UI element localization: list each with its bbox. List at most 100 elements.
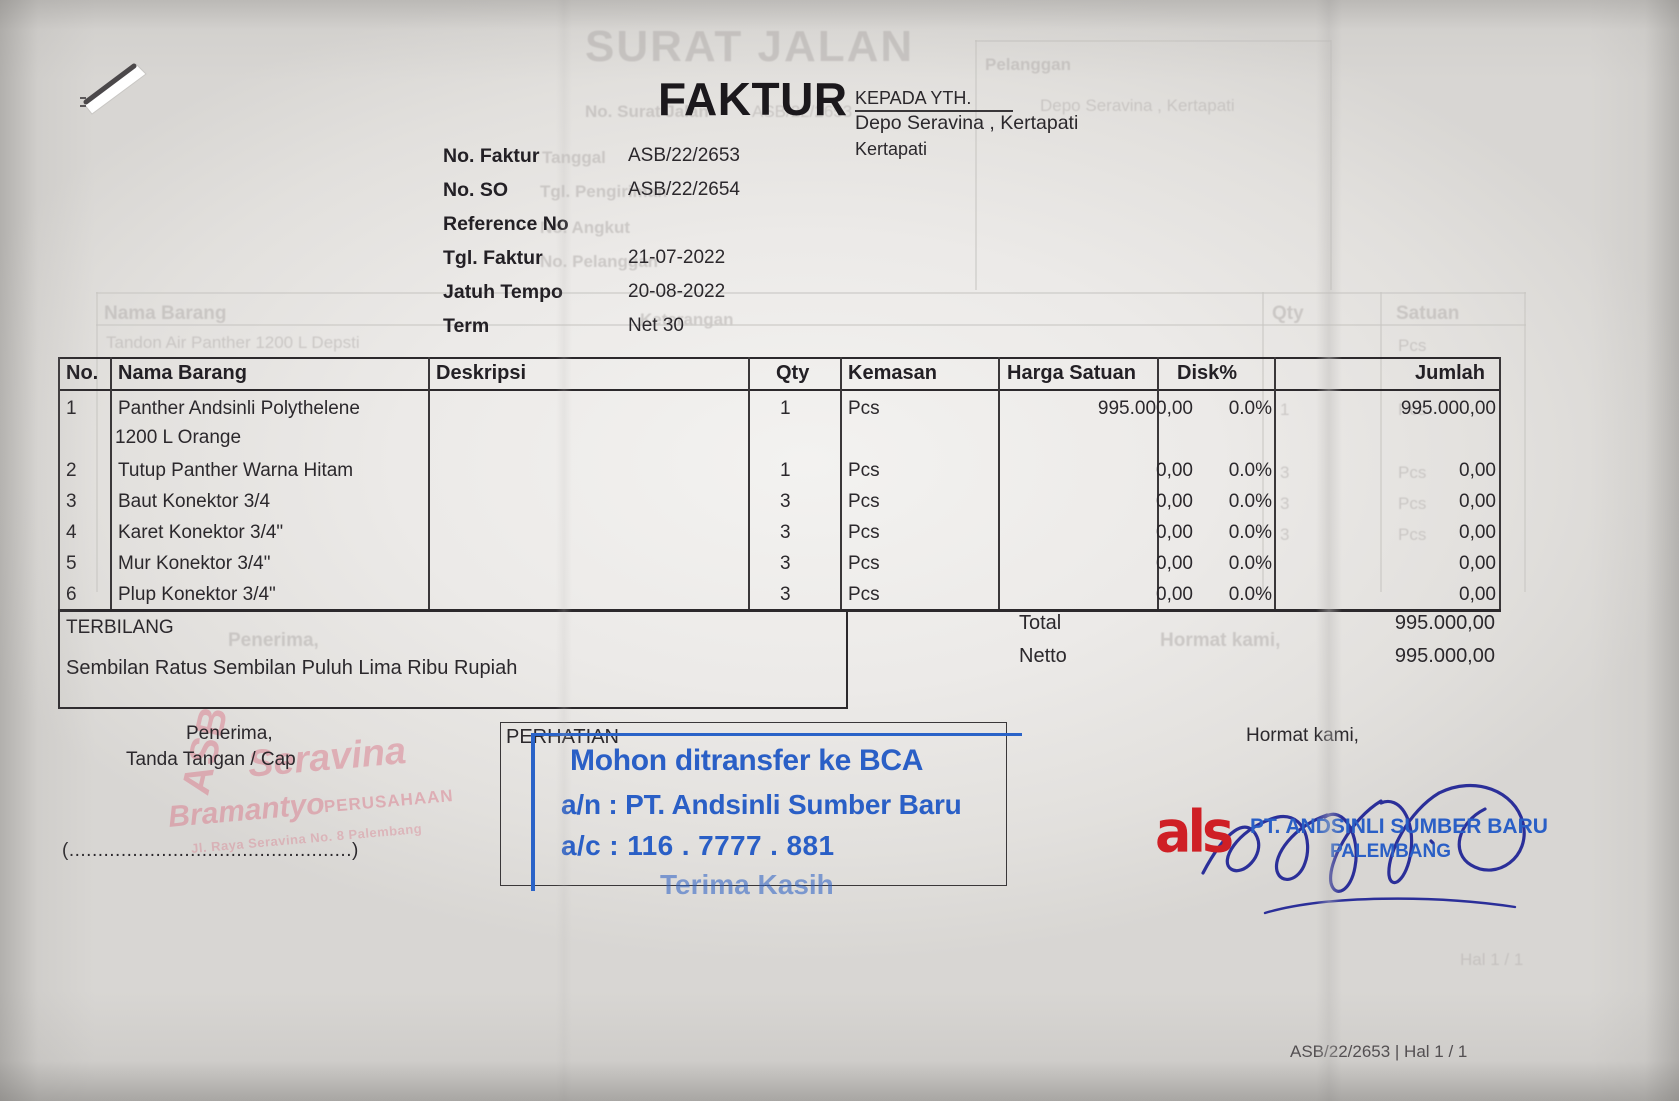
cell-jumlah: 0,00 xyxy=(1459,491,1496,512)
cell-jumlah: 0,00 xyxy=(1459,553,1496,574)
cell-disk: 0.0% xyxy=(1228,584,1272,605)
cell-qty: 1 xyxy=(780,460,791,481)
cell-kemasan: Pcs xyxy=(848,584,880,605)
table-vline-deskripsi xyxy=(428,357,430,609)
table-vline-kemasan xyxy=(840,357,842,609)
company-city: PALEMBANG xyxy=(1330,841,1452,862)
table-vline-left xyxy=(58,357,60,609)
cell-harga: 995.000,00 xyxy=(1097,398,1193,419)
stamp-line-4: Terima Kasih xyxy=(660,869,834,900)
cell-disk: 0.0% xyxy=(1228,522,1272,543)
recipient-name: Depo Seravina , Kertapati xyxy=(855,112,1079,134)
field-value-no-so: ASB/22/2654 xyxy=(628,179,740,200)
cell-nama: Plup Konektor 3/4" xyxy=(118,584,276,605)
cell-no: 6 xyxy=(66,584,77,605)
field-label-jatuh-tempo: Jatuh Tempo xyxy=(443,281,563,303)
cell-qty: 3 xyxy=(780,553,791,574)
cell-no: 5 xyxy=(66,553,77,574)
netto-label: Netto xyxy=(1019,645,1067,667)
cell-qty: 1 xyxy=(780,398,791,419)
table-vline-no xyxy=(110,357,112,609)
cell-qty: 3 xyxy=(780,491,791,512)
cell-disk: 0.0% xyxy=(1228,491,1272,512)
col-header-desk: Deskripsi xyxy=(436,362,527,384)
page-title: FAKTUR xyxy=(658,73,848,125)
table-vline-disk xyxy=(1157,357,1159,609)
field-label-no-faktur: No. Faktur xyxy=(443,145,540,167)
cell-kemasan: Pcs xyxy=(848,491,880,512)
cell-jumlah: 0,00 xyxy=(1459,522,1496,543)
table-vline-right xyxy=(1499,357,1501,609)
total-label: Total xyxy=(1019,612,1062,634)
cell-no: 3 xyxy=(66,491,77,512)
total-value: 995.000,00 xyxy=(1394,612,1495,634)
cell-harga: 0,00 xyxy=(1156,522,1193,543)
col-header-qty: Qty xyxy=(776,362,810,384)
cell-disk: 0.0% xyxy=(1228,460,1272,481)
col-header-disk: Disk% xyxy=(1177,362,1238,384)
cell-nama: Tutup Panther Warna Hitam xyxy=(118,460,354,481)
field-label-tgl-faktur: Tgl. Faktur xyxy=(443,247,543,269)
cell-kemasan: Pcs xyxy=(848,460,880,481)
cell-disk: 0.0% xyxy=(1228,398,1272,419)
cell-jumlah: 995.000,00 xyxy=(1400,398,1496,419)
terbilang-value: Sembilan Ratus Sembilan Puluh Lima Ribu … xyxy=(66,657,518,679)
recipient-address: Kertapati xyxy=(855,139,928,159)
cell-jumlah: 0,00 xyxy=(1459,584,1496,605)
field-value-no-faktur: ASB/22/2653 xyxy=(628,145,740,166)
field-value-tgl-faktur: 21-07-2022 xyxy=(628,247,726,268)
cell-no: 2 xyxy=(66,460,77,481)
cell-no: 1 xyxy=(66,398,77,419)
terbilang-box xyxy=(58,611,848,709)
stamp-line-1: Mohon ditransfer ke BCA xyxy=(570,744,924,777)
cell-nama: Mur Konektor 3/4" xyxy=(118,553,271,574)
cell-harga: 0,00 xyxy=(1156,584,1193,605)
col-header-jumlah: Jumlah xyxy=(1415,362,1486,384)
cell-jumlah: 0,00 xyxy=(1459,460,1496,481)
cell-nama: Baut Konektor 3/4 xyxy=(118,491,271,512)
penerima-label: Penerima, xyxy=(186,723,273,744)
cell-kemasan: Pcs xyxy=(848,522,880,543)
stamp-line-3: a/c : 116 . 7777 . 881 xyxy=(561,830,835,861)
table-vline-harga xyxy=(998,357,1000,609)
penerima-signature-line: (.......................................… xyxy=(62,840,359,861)
company-name: PT. ANDSINLI SUMBER BARU xyxy=(1250,815,1548,838)
col-header-kemasan: Kemasan xyxy=(848,362,937,384)
terbilang-label: TERBILANG xyxy=(66,617,174,638)
table-border-bottom xyxy=(58,609,1501,612)
company-logo: als xyxy=(1155,797,1234,866)
cell-nama: Panther Andsinli Polythelene xyxy=(118,398,360,419)
perhatian-box xyxy=(500,722,1007,886)
table-header-rule xyxy=(58,389,1501,391)
cell-harga: 0,00 xyxy=(1156,460,1193,481)
col-header-harga: Harga Satuan xyxy=(1007,362,1136,384)
cell-qty: 3 xyxy=(780,584,791,605)
hormat-kami-label: Hormat kami, xyxy=(1246,725,1359,746)
cell-nama: Karet Konektor 3/4" xyxy=(118,522,284,543)
recipient-heading: KEPADA YTH. xyxy=(855,88,972,108)
cell-harga: 0,00 xyxy=(1156,553,1193,574)
table-vline-jumlah xyxy=(1274,357,1276,609)
cell-no: 4 xyxy=(66,522,77,543)
cell-nama-2: 1200 L Orange xyxy=(115,427,242,448)
footer-reference: ASB/22/2653 | Hal 1 / 1 xyxy=(1290,1042,1468,1061)
cell-disk: 0.0% xyxy=(1228,553,1272,574)
stamp-line-2: a/n : PT. Andsinli Sumber Baru xyxy=(561,789,962,820)
cell-kemasan: Pcs xyxy=(848,398,880,419)
recipient-heading-underline xyxy=(855,110,1013,112)
field-value-term: Net 30 xyxy=(628,315,684,336)
table-vline-qty xyxy=(748,357,750,609)
cell-qty: 3 xyxy=(780,522,791,543)
col-header-no: No. xyxy=(66,362,99,384)
field-label-no-so: No. SO xyxy=(443,179,509,201)
penerima-sublabel: Tanda Tangan / Cap xyxy=(126,749,296,770)
table-border-top xyxy=(58,357,1501,359)
cell-kemasan: Pcs xyxy=(848,553,880,574)
field-label-term: Term xyxy=(443,315,490,337)
field-value-jatuh-tempo: 20-08-2022 xyxy=(628,281,726,302)
items-table: No. Nama Barang Deskripsi Qty Kemasan Ha… xyxy=(58,357,1501,609)
col-header-nama: Nama Barang xyxy=(118,362,247,384)
netto-value: 995.000,00 xyxy=(1394,645,1495,667)
